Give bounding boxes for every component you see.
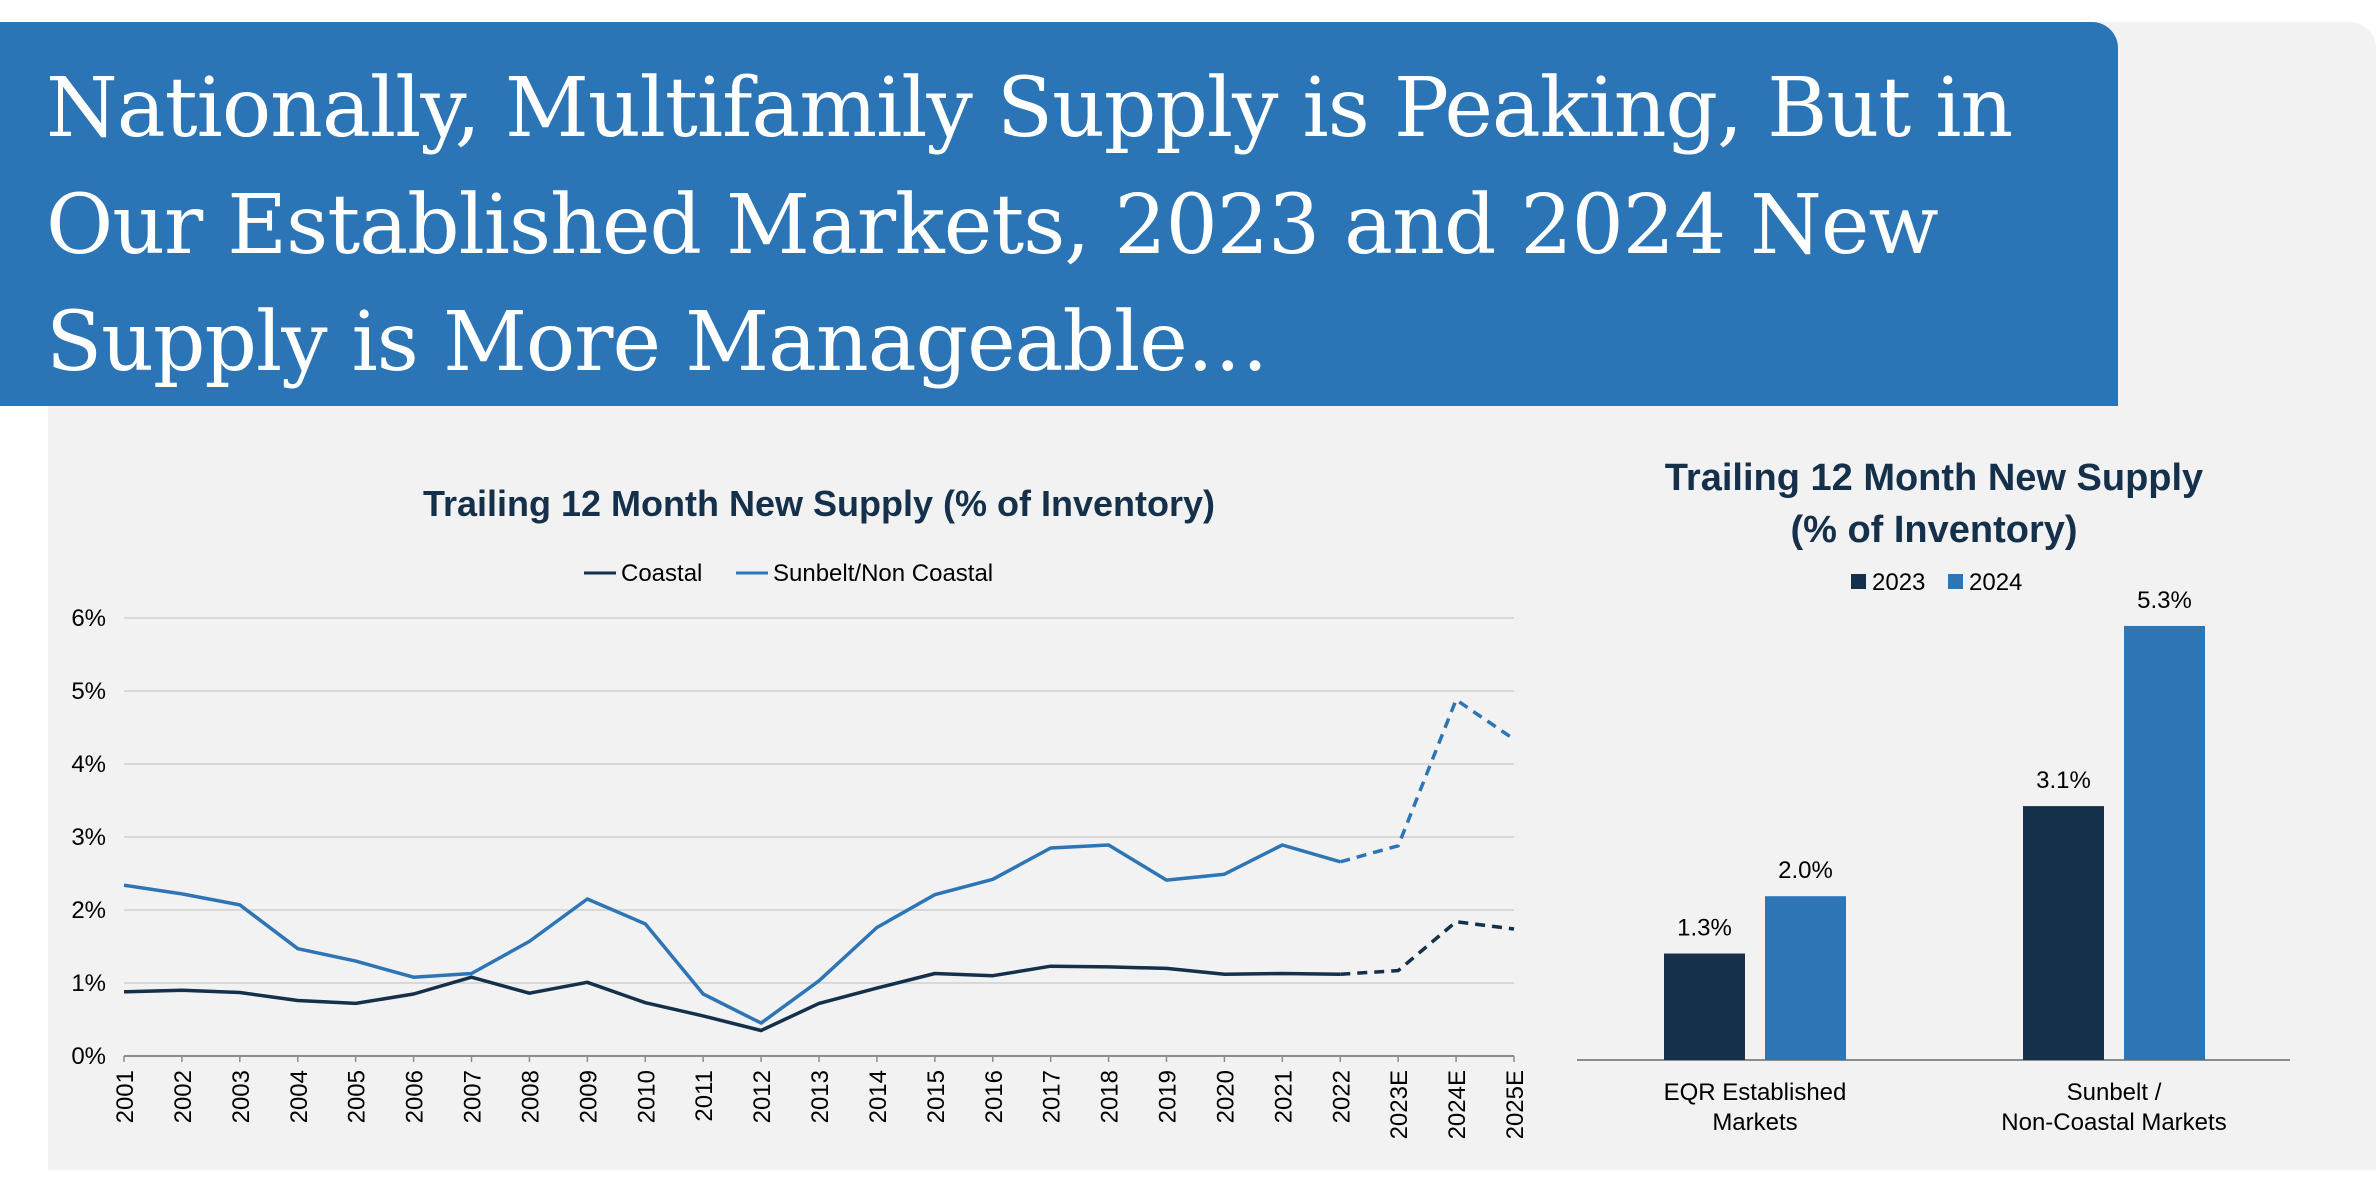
x-tick-label: 2018 bbox=[1097, 1070, 1124, 1123]
x-tick-label: 2012 bbox=[749, 1070, 776, 1123]
x-tick-label: 2014 bbox=[865, 1070, 892, 1123]
data-label: 3.1% bbox=[2036, 767, 2091, 794]
category-label-line2: Markets bbox=[1712, 1109, 1797, 1136]
x-tick-label: 2020 bbox=[1212, 1070, 1239, 1123]
x-tick-label: 2025E bbox=[1502, 1070, 1529, 1139]
series-line-estimate-coastal bbox=[1340, 919, 1515, 976]
data-label: 2.0% bbox=[1778, 857, 1833, 884]
y-tick-label: 3% bbox=[71, 824, 106, 851]
page-title: Nationally, Multifamily Supply is Peakin… bbox=[46, 61, 2013, 390]
x-tick-label: 2009 bbox=[575, 1070, 602, 1123]
y-tick-label: 0% bbox=[71, 1043, 106, 1070]
x-tick-label: 2001 bbox=[112, 1070, 139, 1123]
category-label-line2: Non-Coastal Markets bbox=[2001, 1109, 2226, 1136]
x-tick-label: 2010 bbox=[633, 1070, 660, 1123]
y-tick-label: 1% bbox=[71, 970, 106, 997]
bar-chart-title-line2: (% of Inventory) bbox=[1790, 509, 2077, 551]
x-tick-label: 2021 bbox=[1270, 1070, 1297, 1123]
bar-2024 bbox=[2124, 625, 2205, 1060]
series-line-sunbelt bbox=[123, 843, 1341, 1025]
legend-label: Sunbelt/Non Coastal bbox=[773, 560, 993, 587]
legend-swatch-2024 bbox=[1948, 574, 1963, 589]
x-tick-label: 2008 bbox=[517, 1070, 544, 1123]
title-banner: Nationally, Multifamily Supply is Peakin… bbox=[0, 22, 2118, 406]
x-tick-label: 2023E bbox=[1386, 1070, 1413, 1139]
x-tick-label: 2003 bbox=[228, 1070, 255, 1123]
x-tick-label: 2019 bbox=[1155, 1070, 1182, 1123]
x-tick-label: 2013 bbox=[807, 1070, 834, 1123]
x-tick-label: 2017 bbox=[1039, 1070, 1066, 1123]
y-tick-label: 5% bbox=[71, 678, 106, 705]
y-tick-label: 6% bbox=[71, 605, 106, 632]
x-tick-label: 2011 bbox=[691, 1070, 718, 1122]
bar-chart-title-line1: Trailing 12 Month New Supply bbox=[1665, 457, 2203, 499]
line-chart: Trailing 12 Month New Supply (% of Inven… bbox=[71, 483, 1529, 1139]
x-tick-label: 2022 bbox=[1328, 1070, 1355, 1123]
line-chart-title: Trailing 12 Month New Supply (% of Inven… bbox=[423, 483, 1215, 524]
data-label: 5.3% bbox=[2137, 587, 2192, 614]
x-tick-label: 2004 bbox=[286, 1070, 313, 1123]
x-tick-label: 2024E bbox=[1444, 1070, 1471, 1139]
y-tick-label: 4% bbox=[71, 751, 106, 778]
series-line-estimate-sunbelt bbox=[1339, 698, 1515, 864]
x-tick-label: 2002 bbox=[170, 1070, 197, 1123]
x-tick-label: 2005 bbox=[344, 1070, 371, 1123]
x-tick-label: 2015 bbox=[923, 1070, 950, 1123]
bar-2024 bbox=[1765, 896, 1846, 1060]
legend-swatch-2023 bbox=[1851, 574, 1866, 589]
series-line-coastal bbox=[123, 964, 1341, 1033]
category-label-line1: EQR Established bbox=[1664, 1079, 1847, 1106]
bar-2023 bbox=[2023, 806, 2104, 1060]
bar-2023 bbox=[1664, 953, 1745, 1060]
x-tick-label: 2007 bbox=[460, 1070, 487, 1123]
x-tick-label: 2006 bbox=[402, 1070, 429, 1123]
legend-label: Coastal bbox=[621, 560, 702, 587]
y-tick-label: 2% bbox=[71, 897, 106, 924]
x-tick-label: 2016 bbox=[981, 1070, 1008, 1123]
category-label-line1: Sunbelt / bbox=[2067, 1079, 2162, 1106]
legend-label: 2023 bbox=[1872, 569, 1925, 596]
data-label: 1.3% bbox=[1677, 915, 1732, 942]
legend-label: 2024 bbox=[1969, 569, 2022, 596]
